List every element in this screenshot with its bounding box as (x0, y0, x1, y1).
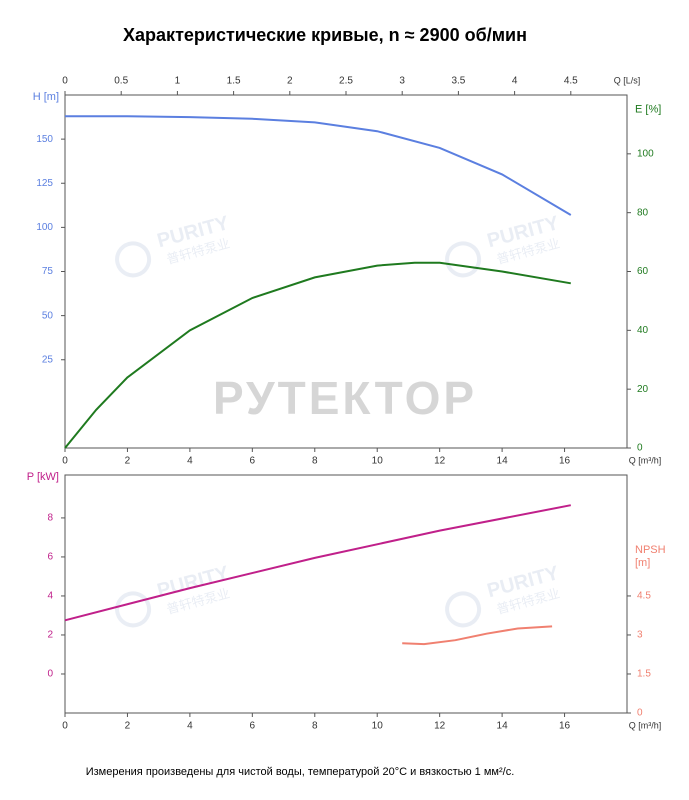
x-tick-label: 2 (125, 721, 131, 732)
y-tick-label: 25 (42, 354, 54, 365)
watermark: РУТЕКТОР (213, 372, 477, 424)
x2-axis-label: Q [L/s] (614, 75, 641, 85)
y-tick-label: 6 (47, 552, 53, 563)
x2-tick-label: 2 (287, 76, 293, 87)
logo-mark (445, 241, 482, 278)
x2-tick-label: 3.5 (451, 76, 465, 87)
x-tick-label: 2 (125, 456, 131, 467)
x-tick-label: 0 (62, 721, 68, 732)
y2-tick-label: 4.5 (637, 591, 651, 602)
y-axis-label: H [m] (33, 91, 59, 103)
x-tick-label: 16 (559, 721, 571, 732)
x-tick-label: 14 (497, 721, 509, 732)
x-tick-label: 8 (312, 721, 318, 732)
y2-tick-label: 3 (637, 630, 643, 641)
logo-mark (115, 241, 152, 278)
logo-mark (115, 591, 152, 628)
curve (402, 625, 553, 646)
y-tick-label: 4 (47, 591, 53, 602)
x2-tick-label: 1.5 (227, 76, 241, 87)
y-tick-label: 100 (36, 222, 53, 233)
x-tick-label: 4 (187, 456, 193, 467)
x-axis-label: Q [m³/h] (629, 720, 662, 730)
x-tick-label: 4 (187, 721, 193, 732)
x2-tick-label: 2.5 (339, 76, 353, 87)
y-tick-label: 125 (36, 178, 53, 189)
x2-tick-label: 0 (62, 76, 68, 87)
y2-tick-label: 100 (637, 148, 654, 159)
y2-tick-label: 1.5 (637, 669, 651, 680)
y-tick-label: 2 (47, 630, 53, 641)
curve (65, 115, 572, 216)
x-tick-label: 16 (559, 456, 571, 467)
x-tick-label: 0 (62, 456, 68, 467)
y-tick-label: 75 (42, 266, 54, 277)
y2-tick-label: 40 (637, 325, 649, 336)
y-tick-label: 50 (42, 310, 54, 321)
x-tick-label: 10 (372, 721, 384, 732)
y2-axis-label: NPSH (635, 544, 666, 556)
footnote: Измерения произведены для чистой воды, т… (86, 766, 515, 778)
y-tick-label: 8 (47, 513, 53, 524)
y2-tick-label: 60 (637, 266, 649, 277)
x-tick-label: 6 (250, 721, 256, 732)
y2-tick-label: 80 (637, 207, 649, 218)
y2-tick-label: 20 (637, 384, 649, 395)
y2-axis-label: [m] (635, 557, 650, 569)
y-tick-label: 0 (47, 669, 53, 680)
y2-tick-label: 0 (637, 443, 643, 454)
x-axis-label: Q [m³/h] (629, 455, 662, 465)
y2-tick-label: 0 (637, 708, 643, 719)
x2-tick-label: 4.5 (564, 76, 578, 87)
x2-tick-label: 1 (175, 76, 181, 87)
x2-tick-label: 0.5 (114, 76, 128, 87)
x-tick-label: 12 (434, 721, 446, 732)
y-tick-label: 150 (36, 134, 53, 145)
logo-mark (445, 591, 482, 628)
x-tick-label: 10 (372, 456, 384, 467)
x-tick-label: 8 (312, 456, 318, 467)
x2-tick-label: 3 (399, 76, 405, 87)
x-tick-label: 12 (434, 456, 446, 467)
y-axis-label: P [kW] (27, 471, 59, 483)
x-tick-label: 6 (250, 456, 256, 467)
title: Характеристические кривые, n ≈ 2900 об/м… (123, 25, 527, 45)
x-tick-label: 14 (497, 456, 509, 467)
x2-tick-label: 4 (512, 76, 518, 87)
y2-axis-label: E [%] (635, 104, 661, 116)
curve (64, 504, 571, 622)
curve (64, 261, 571, 449)
plot-frame (64, 474, 628, 714)
